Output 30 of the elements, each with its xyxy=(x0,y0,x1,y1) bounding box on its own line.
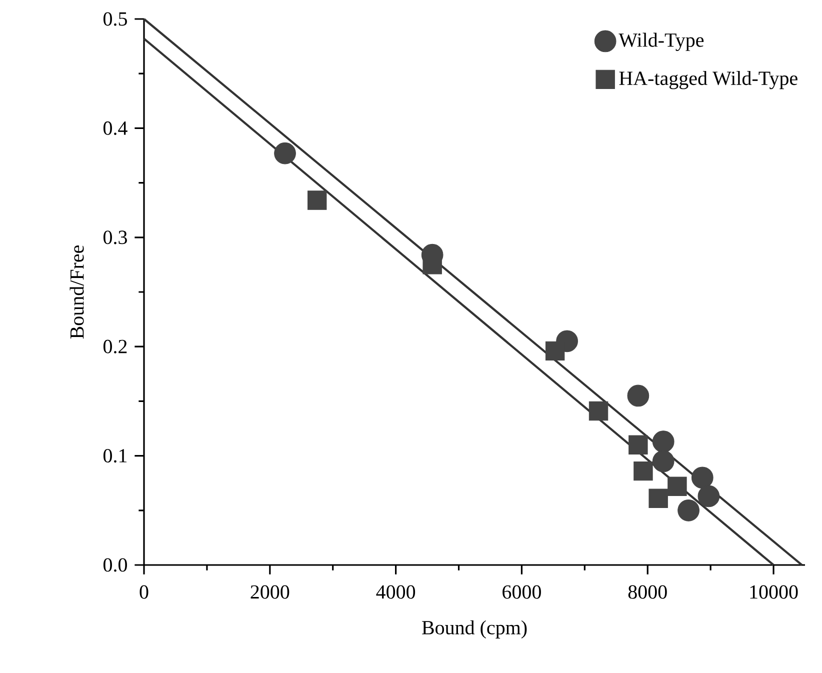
point xyxy=(652,430,674,453)
point xyxy=(274,142,296,164)
x-tick-label: 6000 xyxy=(502,585,541,599)
y-tick-label: 0.3 xyxy=(103,230,127,244)
point xyxy=(308,190,327,210)
legend-label: HA-tagged Wild-Type xyxy=(619,71,798,90)
point xyxy=(588,401,608,421)
y-tick-label: 0.5 xyxy=(103,12,127,26)
x-axis-title: Bound (cpm) xyxy=(422,620,527,638)
point xyxy=(648,488,668,508)
point xyxy=(678,499,700,522)
y-tick-label: 0.0 xyxy=(103,558,127,572)
point xyxy=(545,341,565,361)
x-tick-label: 4000 xyxy=(376,585,416,599)
point xyxy=(634,461,653,481)
x-tick-label: 8000 xyxy=(628,585,667,599)
point xyxy=(698,485,720,508)
x-tick-label: 10000 xyxy=(750,585,798,599)
point xyxy=(668,476,687,496)
point xyxy=(691,466,714,489)
y-tick-label: 0.2 xyxy=(103,340,127,354)
point xyxy=(652,450,674,472)
y-tick-label: 0.1 xyxy=(103,449,127,463)
y-tick-label: 0.4 xyxy=(103,121,128,135)
x-tick-label: 0 xyxy=(140,585,148,599)
y-axis-title: Bound/Free xyxy=(70,245,84,339)
x-tick-label: 2000 xyxy=(250,585,290,599)
point xyxy=(628,435,648,454)
point xyxy=(627,384,650,407)
legend-label: Wild-Type xyxy=(618,32,704,51)
